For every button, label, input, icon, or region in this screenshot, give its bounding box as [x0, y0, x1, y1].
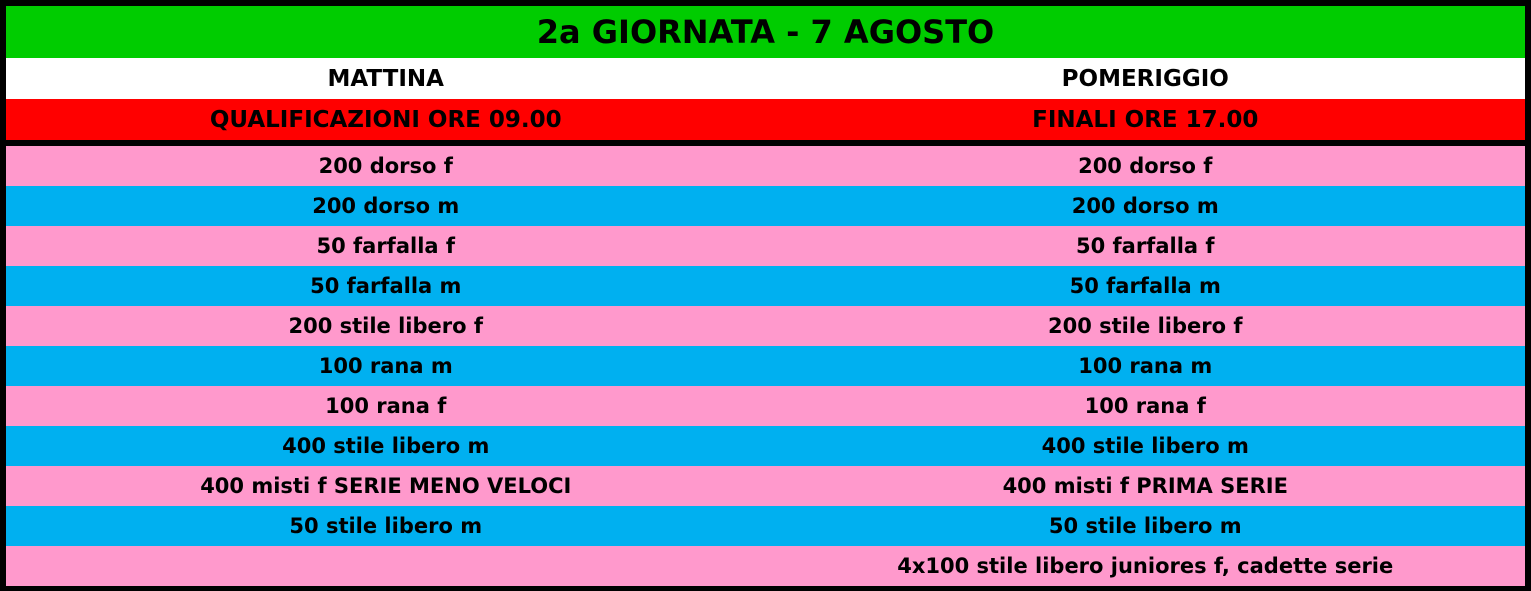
- morning-event: 50 stile libero m: [289, 514, 483, 538]
- afternoon-event: 50 farfalla m: [1069, 274, 1221, 298]
- event-row: 400 misti f SERIE MENO VELOCI 400 misti f…: [6, 466, 1525, 506]
- morning-event: 50 farfalla m: [310, 274, 462, 298]
- morning-event: [6, 546, 766, 586]
- schedule-table: 2a GIORNATA - 7 AGOSTO MATTINA POMERIGGI…: [6, 6, 1525, 586]
- session-headers: QUALIFICAZIONI ORE 09.00 FINALI ORE 17.0…: [6, 99, 1525, 140]
- event-row: 400 stile libero m 400 stile libero m: [6, 426, 1525, 466]
- morning-event: 400 misti f SERIE MENO VELOCI: [200, 474, 572, 498]
- afternoon-event: 50 stile libero m: [1048, 514, 1242, 538]
- header-afternoon: POMERIGGIO: [1061, 65, 1229, 92]
- event-row: 200 stile libero f 200 stile libero f: [6, 306, 1525, 346]
- header-morning: MATTINA: [327, 65, 444, 92]
- morning-event: 100 rana f: [325, 394, 447, 418]
- event-row: 50 farfalla m 50 farfalla m: [6, 266, 1525, 306]
- schedule-title: 2a GIORNATA - 7 AGOSTO: [6, 6, 1525, 58]
- session-afternoon: FINALI ORE 17.00: [1032, 106, 1259, 133]
- afternoon-event: 50 farfalla f: [1075, 234, 1215, 258]
- afternoon-event: 100 rana m: [1078, 354, 1213, 378]
- afternoon-event: 400 stile libero m: [1041, 434, 1249, 458]
- morning-event: 200 dorso m: [312, 194, 460, 218]
- event-row: 100 rana f 100 rana f: [6, 386, 1525, 426]
- afternoon-event: 100 rana f: [1084, 394, 1206, 418]
- column-headers: MATTINA POMERIGGIO: [6, 58, 1525, 99]
- morning-event: 200 stile libero f: [288, 314, 484, 338]
- afternoon-event: 400 misti f PRIMA SERIE: [1002, 474, 1288, 498]
- event-row: 200 dorso m 200 dorso m: [6, 186, 1525, 226]
- events-list: 200 dorso f 200 dorso f 200 dorso m 200 dor…: [6, 146, 1525, 586]
- event-row: 100 rana m 100 rana m: [6, 346, 1525, 386]
- afternoon-event: 200 stile libero f: [1047, 314, 1243, 338]
- afternoon-event: 4x100 stile libero juniores f, cadette s…: [897, 554, 1394, 578]
- morning-event: 200 dorso f: [318, 154, 453, 178]
- event-row: 200 dorso f 200 dorso f: [6, 146, 1525, 186]
- afternoon-event: 200 dorso f: [1078, 154, 1213, 178]
- afternoon-event: 200 dorso m: [1071, 194, 1219, 218]
- event-row: 4x100 stile libero juniores f, cadette s…: [6, 546, 1525, 586]
- morning-event: 100 rana m: [318, 354, 453, 378]
- event-row: 50 farfalla f 50 farfalla f: [6, 226, 1525, 266]
- session-morning: QUALIFICAZIONI ORE 09.00: [209, 106, 562, 133]
- morning-event: 50 farfalla f: [316, 234, 456, 258]
- event-row: 50 stile libero m 50 stile libero m: [6, 506, 1525, 546]
- divider: [6, 140, 1525, 146]
- morning-event: 400 stile libero m: [282, 434, 490, 458]
